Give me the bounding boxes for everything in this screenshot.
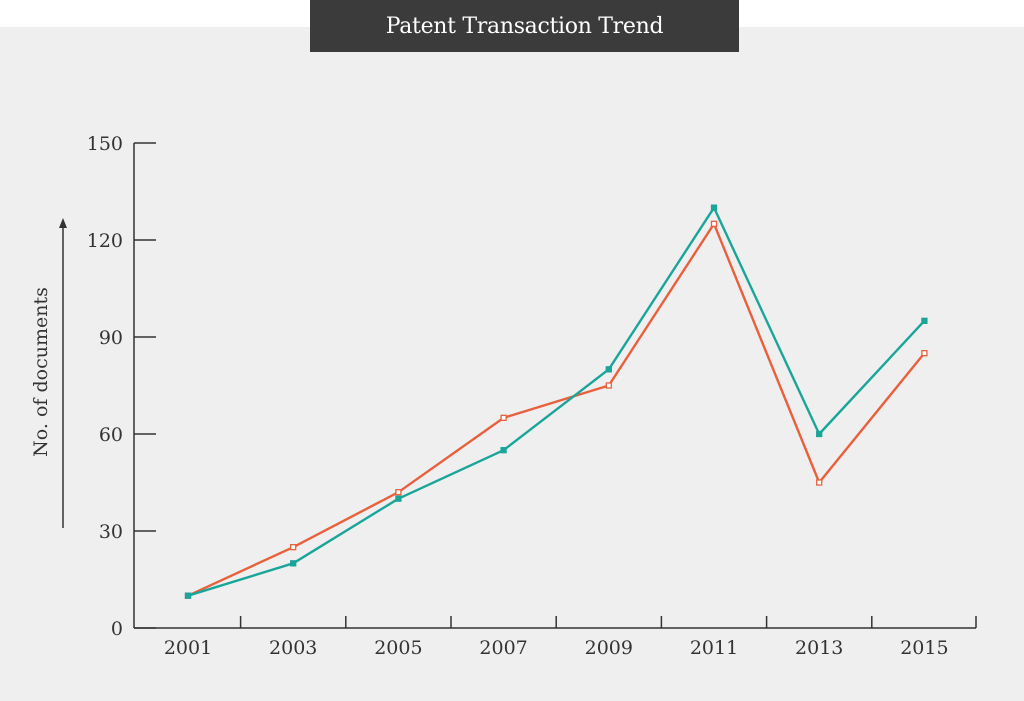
data-point [710, 220, 718, 227]
series-2 [184, 204, 928, 599]
data-point [184, 592, 192, 599]
y-tick-label: 90 [99, 327, 123, 349]
x-tick-label: 2009 [585, 637, 633, 659]
y-axis-title: No. of documents [30, 287, 52, 457]
y-axis-title-group: No. of documents [30, 218, 67, 528]
data-point [500, 447, 507, 454]
x-tick-label: 2001 [164, 637, 212, 659]
series-line [187, 222, 926, 597]
x-tick-label: 2005 [374, 637, 422, 659]
data-point [605, 382, 612, 389]
data-point [816, 430, 823, 438]
data-point [921, 317, 928, 324]
data-point [710, 204, 718, 211]
series-1 [184, 220, 928, 599]
y-tick-label: 0 [111, 618, 123, 640]
x-ticks: 2001 2003 2005 2007 2009 2011 2013 2015 [164, 616, 977, 659]
series-line [187, 206, 926, 597]
data-point [500, 414, 507, 421]
y-tick-label: 120 [87, 230, 123, 252]
data-point [290, 544, 297, 551]
x-tick-label: 2011 [690, 637, 738, 659]
chart-title: Patent Transaction Trend [310, 0, 739, 52]
axes [133, 143, 976, 629]
x-tick-label: 2003 [269, 637, 317, 659]
y-axis-arrowhead [59, 218, 67, 228]
data-point [816, 479, 823, 486]
chart-panel [0, 27, 1024, 701]
x-tick-label: 2013 [795, 637, 843, 659]
data-point [605, 366, 612, 373]
data-point [395, 495, 402, 502]
x-tick-label: 2007 [479, 637, 527, 659]
data-point [290, 560, 297, 567]
y-tick-label: 60 [99, 424, 123, 446]
data-point [921, 350, 928, 357]
series-group [184, 204, 928, 599]
y-tick-label: 150 [87, 133, 123, 155]
y-ticks: 0 30 60 90 120 150 [87, 133, 156, 640]
y-tick-label: 30 [99, 521, 123, 543]
data-point [395, 489, 402, 496]
x-tick-label: 2015 [900, 637, 948, 659]
